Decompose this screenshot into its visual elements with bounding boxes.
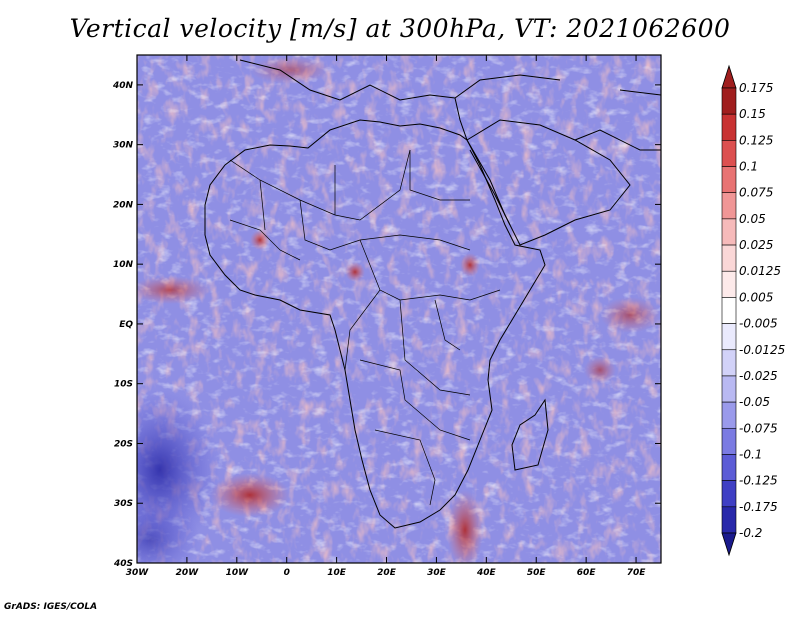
- colorbar-swatch: [721, 113, 737, 141]
- x-tick-label: 10E: [327, 568, 347, 578]
- country-boundaries: [229, 149, 501, 506]
- colorbar-label: 0.15: [739, 107, 766, 121]
- colorbar-label: 0.05: [739, 212, 766, 226]
- colorbar-label: -0.0125: [739, 343, 785, 357]
- colorbar-swatch: [721, 166, 737, 194]
- colorbar-swatch: [721, 401, 737, 429]
- x-tick-label: 30W: [126, 568, 150, 578]
- y-tick-label: 10S: [114, 380, 133, 390]
- colorbar-label: 0.005: [739, 290, 773, 304]
- colorbar-swatch: [721, 506, 737, 534]
- colorbar-swatch: [721, 349, 737, 377]
- x-tick-label: 20W: [176, 568, 200, 578]
- colorbar-swatch: [721, 427, 737, 455]
- colorbar-swatch: [721, 297, 737, 324]
- colorbar-swatch: [721, 244, 737, 272]
- colorbar: 0.175 0.15 0.125 0.1 0.075 0.05 0.025 0.0125 0.0…: [721, 64, 785, 557]
- x-tick-label: 20E: [377, 568, 397, 578]
- colorbar-label: 0.1: [739, 160, 758, 174]
- colorbar-label: 0.175: [739, 81, 773, 95]
- colorbar-label: 0.0125: [739, 264, 781, 278]
- y-tick-label: 40S: [113, 559, 133, 569]
- colorbar-swatch: [721, 87, 737, 115]
- colorbar-label: 0.075: [739, 186, 773, 200]
- x-tick-label: 70E: [627, 568, 647, 578]
- colorbar-swatch: [721, 140, 737, 167]
- colorbar-swatch: [721, 323, 737, 351]
- y-tick-label: 40N: [112, 81, 134, 91]
- coastlines: [204, 59, 661, 529]
- colorbar-label: -0.175: [739, 500, 778, 514]
- x-tick-label: 10W: [226, 568, 250, 578]
- colorbar-swatch: [721, 454, 737, 481]
- x-tick-label: 30E: [427, 568, 447, 578]
- colorbar-swatch: [721, 270, 737, 298]
- colorbar-label: -0.125: [739, 474, 778, 488]
- chart-title: Vertical velocity [m/s] at 300hPa, VT: 2…: [69, 14, 731, 43]
- y-tick-label: EQ: [119, 320, 133, 330]
- colorbar-label: -0.075: [739, 421, 778, 435]
- x-axis: 30W 20W 10W 0 10E 20E 30E 40E 50E 60E 70E: [126, 55, 646, 578]
- x-tick-label: 40E: [476, 568, 497, 578]
- colorbar-label: -0.005: [739, 317, 778, 331]
- colorbar-label: -0.2: [739, 526, 762, 540]
- colorbar-swatch: [721, 192, 737, 220]
- y-tick-label: 20S: [114, 439, 133, 449]
- colorbar-top-arrow: [721, 64, 737, 89]
- colorbar-label: 0.125: [739, 133, 773, 147]
- y-tick-label: 30N: [113, 141, 134, 151]
- colorbar-swatch: [721, 480, 737, 508]
- colorbar-swatch: [721, 375, 737, 403]
- colorbar-swatch: [721, 218, 737, 246]
- y-tick-label: 30S: [114, 499, 133, 509]
- x-tick-label: 50E: [527, 568, 547, 578]
- x-tick-label: 60E: [577, 568, 597, 578]
- colorbar-label: -0.025: [739, 369, 778, 383]
- velocity-field: [137, 55, 661, 563]
- y-axis: 40S 30S 20S 10S EQ 10N 20N 30N 40N: [112, 81, 661, 569]
- plot-frame: [136, 54, 662, 564]
- grads-credit: GrADS: IGES/COLA: [4, 602, 98, 612]
- y-tick-label: 10N: [113, 260, 134, 270]
- colorbar-label: -0.05: [739, 395, 770, 409]
- colorbar-bottom-arrow: [721, 532, 737, 557]
- y-tick-label: 20N: [113, 200, 134, 210]
- colorbar-label: 0.025: [739, 238, 773, 252]
- x-tick-label: 0: [284, 568, 290, 578]
- colorbar-label: -0.1: [739, 447, 762, 461]
